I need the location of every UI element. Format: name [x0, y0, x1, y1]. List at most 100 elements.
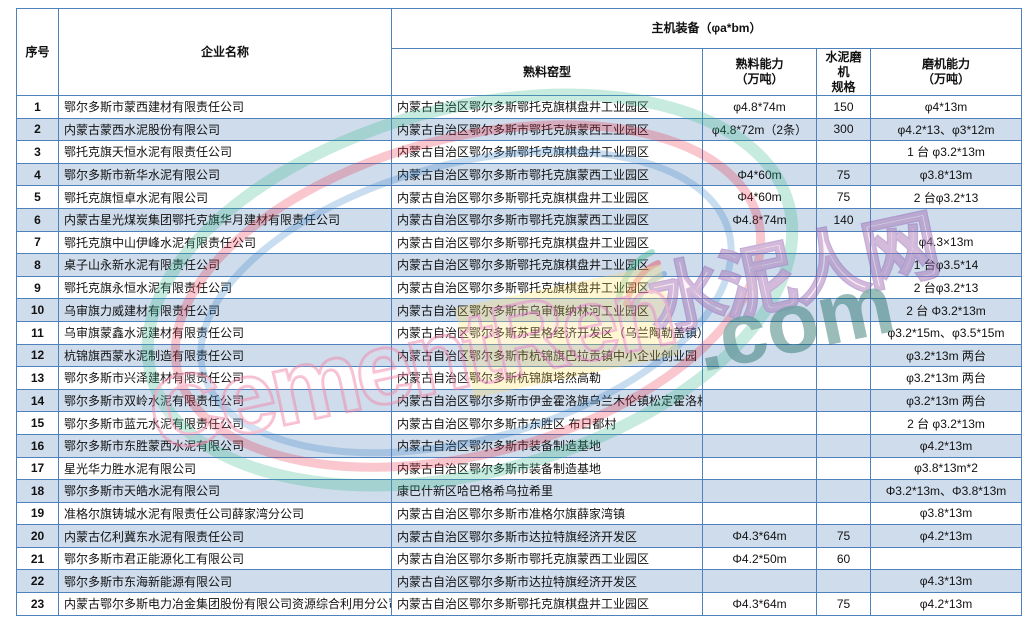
cell-clinker-capacity: φ4.8*74m	[702, 95, 817, 119]
cell-clinker-capacity: Φ4.8*74m	[702, 207, 817, 232]
table-row: 13 鄂尔多斯市兴泽建材有限责任公司 内蒙古自治区鄂尔多斯杭锦旗塔然高勒 φ3.2*1…	[16, 366, 1022, 390]
cell-no: 13	[16, 366, 59, 390]
cell-company: 鄂尔多斯市东海新能源有限公司	[58, 569, 392, 594]
cell-company: 鄂尔多斯市兴泽建材有限责任公司	[58, 366, 392, 390]
cell-kiln-type: 内蒙古自治区鄂尔多斯市乌审旗纳林河工业园区	[391, 298, 703, 322]
header-clinker-capacity: 熟料能力 （万吨）	[702, 48, 817, 96]
table-row: 15 鄂尔多斯市蓝元水泥有限责任公司 内蒙古自治区鄂尔多斯市东胜区 布日都村 2 台 …	[16, 411, 1022, 435]
cell-no: 16	[16, 433, 59, 458]
table-row: 22 鄂尔多斯市东海新能源有限公司 内蒙古自治区鄂尔多斯市达拉特旗经济开发区 φ4.3…	[16, 569, 1022, 594]
cell-company: 桌子山永新水泥有限责任公司	[58, 253, 392, 277]
cell-no: 17	[16, 456, 59, 481]
cell-company: 乌审旗蒙鑫水泥建材有限责任公司	[58, 320, 392, 345]
cell-company: 鄂尔多斯市蒙西建材有限责任公司	[58, 95, 392, 119]
cell-cement-mill-spec: 75	[816, 185, 871, 209]
cell-cement-mill-spec	[816, 569, 871, 594]
cell-mill-capacity: 2 台φ3.2*13	[870, 275, 1022, 300]
cell-cement-mill-spec: 75	[816, 162, 871, 187]
cell-mill-capacity: φ4.2*13、φ3*12m	[870, 117, 1022, 142]
cell-kiln-type: 内蒙古自治区鄂尔多斯市装备制造基地	[391, 456, 703, 481]
cell-cement-mill-spec: 75	[816, 592, 871, 616]
cell-no: 23	[16, 592, 59, 616]
cell-kiln-type: 康巴什新区哈巴格希乌拉希里	[391, 479, 703, 503]
cement-companies-table: 序号 企业名称 主机装备（φa*bm） 熟料窑型 熟料能力 （万吨） 水泥磨机 …	[16, 8, 1022, 616]
cell-company: 内蒙古星光煤炭集团鄂托克旗华月建材有限责任公司	[58, 207, 392, 232]
cell-company: 鄂尔多斯市新华水泥有限公司	[58, 162, 392, 187]
cell-no: 20	[16, 524, 59, 548]
table-row: 11 乌审旗蒙鑫水泥建材有限责任公司 内蒙古自治区鄂尔多斯苏里格经济开发区（乌兰陶勒…	[16, 320, 1022, 345]
cell-company: 鄂尔多斯市君正能源化工有限公司	[58, 546, 392, 571]
header-company: 企业名称	[58, 8, 392, 96]
cell-no: 10	[16, 298, 59, 322]
cell-cement-mill-spec: 150	[816, 95, 871, 119]
cell-no: 18	[16, 479, 59, 503]
cell-company: 鄂托克旗中山伊峰水泥有限责任公司	[58, 230, 392, 255]
cell-clinker-capacity	[702, 230, 817, 255]
table-row: 4 鄂尔多斯市新华水泥有限公司 内蒙古自治区鄂尔多斯市鄂托克旗蒙西工业园区 Φ4*60…	[16, 162, 1022, 187]
cell-mill-capacity: φ4.3*13m	[870, 569, 1022, 594]
table-row: 23 内蒙古鄂尔多斯电力冶金集团股份有限公司资源综合利用分公司 内蒙古自治区鄂尔多斯…	[16, 592, 1022, 616]
cell-clinker-capacity: Φ4.3*64m	[702, 592, 817, 616]
cell-clinker-capacity	[702, 298, 817, 322]
cell-cement-mill-spec: 60	[816, 546, 871, 571]
cell-kiln-type: 内蒙古自治区鄂尔多斯市鄂托克旗蒙西工业园区	[391, 117, 703, 142]
cell-no: 1	[16, 95, 59, 119]
cell-no: 19	[16, 501, 59, 526]
table-row: 20 内蒙古亿利冀东水泥有限责任公司 内蒙古自治区鄂尔多斯市达拉特旗经济开发区 Φ4.…	[16, 524, 1022, 548]
cell-company: 准格尔旗铸城水泥有限责任公司薛家湾分公司	[58, 501, 392, 526]
table-row: 8 桌子山永新水泥有限责任公司 内蒙古自治区鄂尔多斯鄂托克旗棋盘井工业园区 1 台φ3…	[16, 253, 1022, 277]
cell-cement-mill-spec	[816, 230, 871, 255]
table-row: 14 鄂尔多斯市双岭水泥有限责任公司 内蒙古自治区鄂尔多斯市伊金霍洛旗乌兰木伦镇松定…	[16, 388, 1022, 413]
cell-no: 9	[16, 275, 59, 300]
cell-clinker-capacity	[702, 275, 817, 300]
cell-mill-capacity: φ4.3×13m	[870, 230, 1022, 255]
cell-company: 杭锦旗西蒙水泥制造有限责任公司	[58, 343, 392, 368]
cell-clinker-capacity: Φ4.2*50m	[702, 546, 817, 571]
cell-clinker-capacity	[702, 569, 817, 594]
header-equipment-group: 主机装备（φa*bm）	[391, 8, 1022, 49]
cell-kiln-type: 内蒙古自治区鄂尔多斯鄂托克旗棋盘井工业园区	[391, 275, 703, 300]
cell-kiln-type: 内蒙古自治区鄂尔多斯市杭锦旗巴拉贡镇中小企业创业园	[391, 343, 703, 368]
cell-cement-mill-spec	[816, 388, 871, 413]
cell-no: 2	[16, 117, 59, 142]
cell-mill-capacity	[870, 207, 1022, 232]
cell-mill-capacity: φ4.2*13m	[870, 524, 1022, 548]
cell-cement-mill-spec: 300	[816, 117, 871, 142]
header-kiln-type: 熟料窑型	[391, 48, 703, 96]
cell-mill-capacity: φ3.2*13m 两台	[870, 343, 1022, 368]
cell-kiln-type: 内蒙古自治区鄂尔多斯市达拉特旗经济开发区	[391, 569, 703, 594]
cell-cement-mill-spec	[816, 320, 871, 345]
cell-kiln-type: 内蒙古自治区鄂尔多斯杭锦旗塔然高勒	[391, 366, 703, 390]
cell-mill-capacity: 2 台φ3.2*13	[870, 185, 1022, 209]
header-cement-mill-spec: 水泥磨机 规格	[816, 48, 871, 96]
cell-company: 鄂尔多斯市双岭水泥有限责任公司	[58, 388, 392, 413]
cell-company: 鄂尔多斯市东胜蒙西水泥有限公司	[58, 433, 392, 458]
table-row: 9 鄂托克旗永恒水泥有限责任公司 内蒙古自治区鄂尔多斯鄂托克旗棋盘井工业园区 2 台φ…	[16, 275, 1022, 300]
cell-mill-capacity: φ4*13m	[870, 95, 1022, 119]
cell-mill-capacity: 1 台φ3.5*14	[870, 253, 1022, 277]
cell-no: 15	[16, 411, 59, 435]
cell-mill-capacity: φ4.2*13m	[870, 592, 1022, 616]
header-mill-capacity: 磨机能力 （万吨）	[870, 48, 1022, 96]
cell-no: 22	[16, 569, 59, 594]
table-row: 2 内蒙古蒙西水泥股份有限公司 内蒙古自治区鄂尔多斯市鄂托克旗蒙西工业园区 φ4.8*…	[16, 117, 1022, 142]
cell-clinker-capacity	[702, 411, 817, 435]
cell-cement-mill-spec	[816, 411, 871, 435]
cell-kiln-type: 内蒙古自治区鄂尔多斯鄂托克旗棋盘井工业园区	[391, 253, 703, 277]
cell-no: 14	[16, 388, 59, 413]
cell-kiln-type: 内蒙古自治区鄂尔多斯市鄂托克旗蒙西工业园区	[391, 162, 703, 187]
cell-kiln-type: 内蒙古自治区鄂尔多斯鄂托克旗棋盘井工业园区	[391, 230, 703, 255]
table-row: 18 鄂尔多斯市天皓水泥有限公司 康巴什新区哈巴格希乌拉希里 Φ3.2*13m、Φ3.…	[16, 479, 1022, 503]
cell-kiln-type: 内蒙古自治区鄂尔多斯鄂托克旗棋盘井工业园区	[391, 592, 703, 616]
cell-company: 鄂托克旗永恒水泥有限责任公司	[58, 275, 392, 300]
cell-clinker-capacity	[702, 433, 817, 458]
cell-company: 鄂托克旗天恒水泥有限责任公司	[58, 140, 392, 164]
cell-mill-capacity: φ4.2*13m	[870, 433, 1022, 458]
cell-clinker-capacity	[702, 253, 817, 277]
table-body: 1 鄂尔多斯市蒙西建材有限责任公司内蒙古自治区鄂尔多斯鄂托克旗棋盘井工业园区 φ4.…	[16, 95, 1022, 616]
cell-mill-capacity: 2 台 Φ3.2*13m	[870, 298, 1022, 322]
cell-kiln-type: 内蒙古自治区鄂尔多斯市装备制造基地	[391, 433, 703, 458]
cell-mill-capacity	[870, 546, 1022, 571]
cell-kiln-type: 内蒙古自治区鄂尔多斯鄂托克旗棋盘井工业园区	[391, 140, 703, 164]
cell-no: 5	[16, 185, 59, 209]
